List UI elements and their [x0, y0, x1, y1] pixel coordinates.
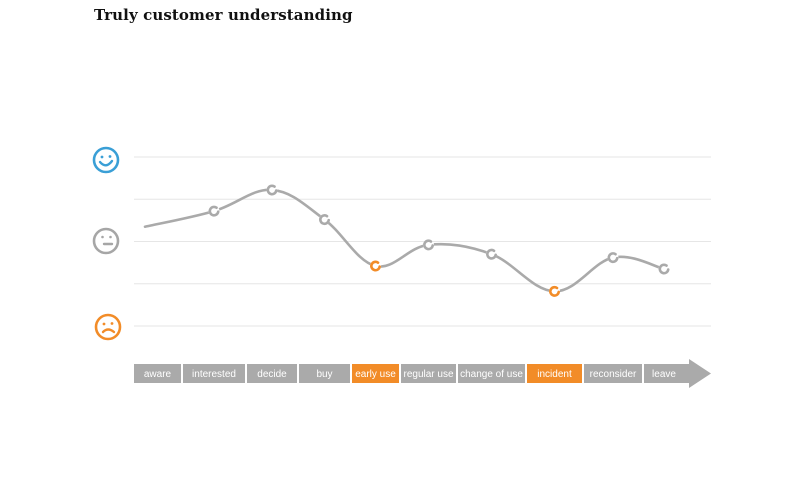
data-point	[658, 263, 670, 275]
stage-segment	[134, 364, 181, 383]
data-point	[423, 239, 434, 251]
stage-label: reconsider	[590, 369, 637, 380]
grid-lines	[134, 156, 711, 327]
journey-line	[143, 188, 666, 293]
stage-label: regular use	[403, 369, 453, 380]
stage-segment	[527, 364, 582, 383]
stage-segment	[352, 364, 399, 383]
page-title: Truly customer understanding	[94, 6, 353, 24]
data-point	[607, 252, 619, 264]
stage-label: leave	[652, 369, 676, 380]
journey-stage-bar: aware interested decide buy early use regular…	[134, 359, 711, 388]
stage-segment	[247, 364, 297, 383]
data-point	[370, 260, 381, 272]
stage-label: early use	[355, 369, 396, 380]
stage-label: interested	[192, 369, 236, 380]
happy-face-icon	[92, 146, 120, 174]
data-point	[208, 205, 220, 217]
sad-face-icon	[94, 313, 122, 341]
stage-segment	[644, 359, 711, 388]
stage-segment	[401, 364, 456, 383]
stage-label: change of use	[460, 369, 523, 380]
stage-segment	[584, 364, 642, 383]
stage-label: buy	[316, 369, 332, 380]
stage-label: decide	[257, 369, 287, 380]
stage-segment	[183, 364, 245, 383]
stage-segment	[458, 364, 525, 383]
data-point	[319, 214, 330, 225]
stage-segment	[299, 364, 350, 383]
data-points	[208, 184, 670, 297]
data-point	[486, 248, 497, 260]
data-point	[549, 285, 560, 297]
mood-icons	[92, 146, 122, 341]
stage-label: aware	[144, 369, 172, 380]
data-point	[266, 184, 278, 196]
neutral-face-icon	[92, 227, 120, 255]
stage-label: incident	[537, 369, 572, 380]
